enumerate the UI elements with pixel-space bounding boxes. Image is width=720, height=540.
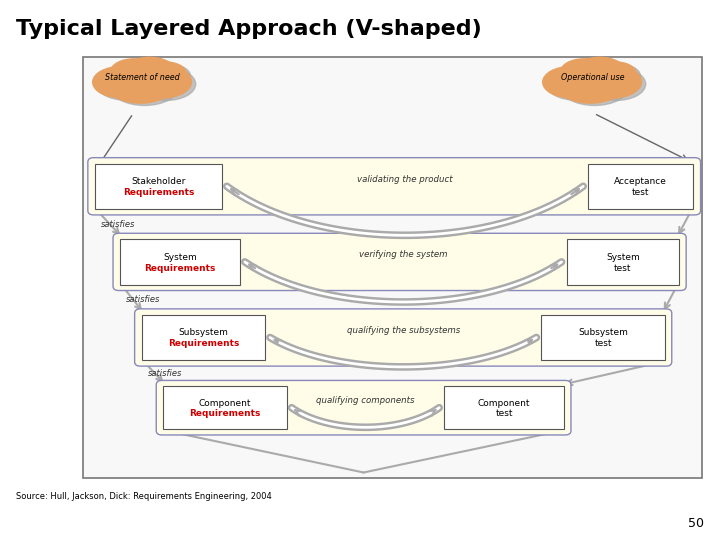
Ellipse shape xyxy=(137,68,196,100)
Ellipse shape xyxy=(93,66,149,98)
Ellipse shape xyxy=(110,59,158,85)
FancyBboxPatch shape xyxy=(541,315,665,360)
Ellipse shape xyxy=(132,65,192,98)
Ellipse shape xyxy=(543,66,599,98)
Ellipse shape xyxy=(560,59,608,85)
Ellipse shape xyxy=(97,69,153,100)
Ellipse shape xyxy=(594,62,636,85)
Ellipse shape xyxy=(110,68,150,89)
FancyBboxPatch shape xyxy=(95,164,222,209)
Text: test: test xyxy=(614,264,631,273)
Ellipse shape xyxy=(587,68,646,100)
Ellipse shape xyxy=(144,62,186,85)
Ellipse shape xyxy=(555,64,626,103)
Text: satisfies: satisfies xyxy=(148,369,182,378)
FancyBboxPatch shape xyxy=(135,309,672,366)
Ellipse shape xyxy=(598,64,640,87)
Ellipse shape xyxy=(114,61,162,87)
Text: satisfies: satisfies xyxy=(126,295,161,304)
Ellipse shape xyxy=(557,65,595,87)
FancyBboxPatch shape xyxy=(142,315,265,360)
Ellipse shape xyxy=(575,57,625,85)
Text: Stakeholder: Stakeholder xyxy=(131,177,186,186)
Text: Component: Component xyxy=(478,399,530,408)
Text: Requirements: Requirements xyxy=(189,409,261,418)
Ellipse shape xyxy=(109,66,179,105)
Text: Typical Layered Approach (V-shaped): Typical Layered Approach (V-shaped) xyxy=(16,19,482,39)
Ellipse shape xyxy=(559,66,629,105)
FancyBboxPatch shape xyxy=(163,387,287,429)
FancyBboxPatch shape xyxy=(567,239,679,285)
Text: Requirements: Requirements xyxy=(168,339,239,348)
Text: qualifying the subsystems: qualifying the subsystems xyxy=(346,326,460,335)
FancyBboxPatch shape xyxy=(120,239,240,285)
Ellipse shape xyxy=(579,59,629,87)
Ellipse shape xyxy=(125,57,175,85)
FancyBboxPatch shape xyxy=(156,380,571,435)
Text: Source: Hull, Jackson, Dick: Requirements Engineering, 2004: Source: Hull, Jackson, Dick: Requirement… xyxy=(16,492,271,501)
Text: 50: 50 xyxy=(688,517,704,530)
FancyBboxPatch shape xyxy=(444,387,564,429)
FancyBboxPatch shape xyxy=(88,158,701,215)
Text: Requirements: Requirements xyxy=(122,188,194,197)
Text: Subsystem: Subsystem xyxy=(179,328,228,337)
Text: System: System xyxy=(163,253,197,261)
Text: test: test xyxy=(495,409,513,418)
Ellipse shape xyxy=(560,68,600,89)
Text: Subsystem: Subsystem xyxy=(578,328,628,337)
FancyBboxPatch shape xyxy=(83,57,702,478)
Text: Statement of need: Statement of need xyxy=(105,73,180,82)
Ellipse shape xyxy=(148,64,190,87)
Ellipse shape xyxy=(582,65,642,98)
Text: verifying the system: verifying the system xyxy=(359,251,447,260)
Ellipse shape xyxy=(107,65,145,87)
Text: System: System xyxy=(606,253,639,261)
Ellipse shape xyxy=(564,61,612,87)
Ellipse shape xyxy=(129,59,179,87)
Text: validating the product: validating the product xyxy=(357,175,453,184)
Ellipse shape xyxy=(547,69,603,100)
Text: Operational use: Operational use xyxy=(561,73,624,82)
Text: satisfies: satisfies xyxy=(101,220,135,228)
FancyBboxPatch shape xyxy=(113,233,686,291)
Ellipse shape xyxy=(105,64,176,103)
Text: Requirements: Requirements xyxy=(144,264,216,273)
Text: test: test xyxy=(594,339,612,348)
Text: Component: Component xyxy=(199,399,251,408)
FancyBboxPatch shape xyxy=(588,164,693,209)
Text: Acceptance: Acceptance xyxy=(614,177,667,186)
Text: qualifying components: qualifying components xyxy=(316,396,415,406)
Text: test: test xyxy=(632,188,649,197)
